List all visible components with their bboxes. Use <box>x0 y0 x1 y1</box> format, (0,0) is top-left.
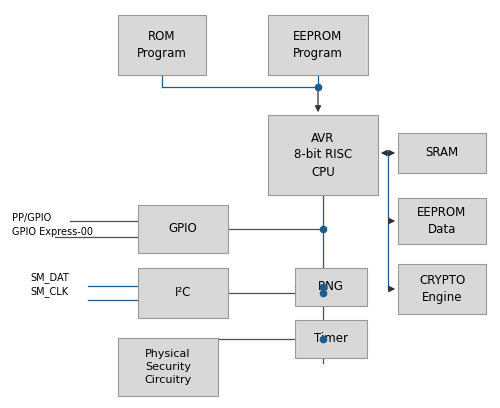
FancyBboxPatch shape <box>295 268 367 306</box>
FancyBboxPatch shape <box>268 15 368 75</box>
FancyBboxPatch shape <box>268 115 378 195</box>
Text: SRAM: SRAM <box>426 146 458 160</box>
FancyBboxPatch shape <box>118 15 206 75</box>
Text: AVR
8-bit RISC
CPU: AVR 8-bit RISC CPU <box>294 131 352 179</box>
Text: Physical
Security
Circuitry: Physical Security Circuitry <box>144 349 192 385</box>
Text: EEPROM
Program: EEPROM Program <box>293 30 343 60</box>
FancyBboxPatch shape <box>398 264 486 314</box>
FancyBboxPatch shape <box>398 198 486 244</box>
FancyBboxPatch shape <box>295 320 367 358</box>
FancyBboxPatch shape <box>118 338 218 396</box>
Text: GPIO Express-00: GPIO Express-00 <box>12 227 93 237</box>
Text: I²C: I²C <box>175 286 191 299</box>
Text: ROM
Program: ROM Program <box>137 30 187 60</box>
Text: CRYPTO
Engine: CRYPTO Engine <box>419 274 465 304</box>
Text: RNG: RNG <box>318 281 344 293</box>
FancyBboxPatch shape <box>138 205 228 253</box>
Text: SM_CLK: SM_CLK <box>30 286 68 297</box>
Text: EEPROM
Data: EEPROM Data <box>418 206 467 236</box>
FancyBboxPatch shape <box>138 268 228 318</box>
Text: PP/GPIO: PP/GPIO <box>12 213 51 223</box>
Text: SM_DAT: SM_DAT <box>30 273 69 284</box>
Text: GPIO: GPIO <box>168 222 198 235</box>
FancyBboxPatch shape <box>398 133 486 173</box>
Text: Timer: Timer <box>314 333 348 346</box>
